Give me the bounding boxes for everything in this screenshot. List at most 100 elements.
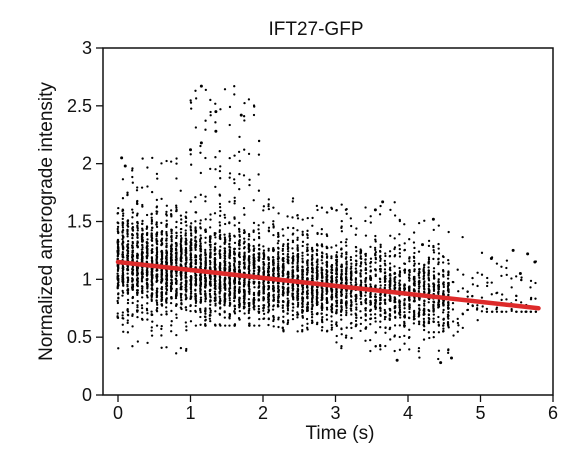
data-point [520, 310, 523, 313]
data-point [175, 262, 178, 265]
data-point [228, 317, 231, 320]
data-point [145, 274, 149, 277]
data-point [219, 306, 222, 309]
data-point [141, 239, 144, 243]
data-point [335, 292, 338, 295]
data-point [384, 283, 387, 287]
data-point [224, 222, 227, 226]
data-point [253, 286, 256, 289]
data-point [407, 316, 411, 319]
data-point [203, 274, 207, 277]
data-point [131, 345, 134, 348]
data-point [126, 292, 130, 295]
data-point [228, 299, 231, 302]
data-point [136, 289, 139, 292]
data-point [204, 259, 207, 262]
data-point [199, 144, 202, 148]
data-point [398, 284, 401, 287]
data-point [437, 323, 441, 326]
data-point [340, 226, 343, 230]
data-point [131, 208, 134, 211]
data-point [204, 266, 207, 269]
data-point [180, 303, 183, 306]
data-point [398, 244, 401, 247]
data-point [131, 251, 134, 254]
data-point [413, 317, 416, 321]
data-point [437, 242, 440, 246]
data-point [253, 260, 256, 263]
data-point [350, 273, 353, 276]
data-point [213, 299, 216, 302]
data-point [339, 314, 343, 317]
data-point [150, 234, 153, 237]
data-point [223, 269, 226, 272]
data-point [281, 244, 285, 248]
data-point [194, 242, 197, 246]
data-point [214, 263, 217, 267]
data-point [379, 254, 382, 258]
data-point [145, 268, 149, 272]
data-point [189, 153, 192, 156]
data-point [393, 237, 396, 240]
data-point [199, 234, 202, 237]
data-point [291, 252, 295, 255]
data-point [262, 304, 266, 307]
data-point [140, 280, 144, 283]
data-point [190, 258, 193, 262]
data-point [121, 226, 125, 229]
data-point [345, 281, 348, 285]
data-point [141, 205, 144, 208]
data-point [384, 264, 387, 267]
data-point [423, 313, 426, 316]
data-point [121, 253, 124, 256]
data-point [330, 328, 333, 331]
data-point [252, 281, 255, 285]
data-point [175, 248, 178, 252]
data-point [131, 287, 134, 290]
data-point [209, 248, 212, 251]
data-point [267, 287, 270, 291]
data-point [247, 265, 251, 269]
data-point [242, 258, 246, 262]
data-point [456, 317, 459, 320]
data-point [373, 246, 377, 250]
data-point [282, 262, 285, 265]
data-point [403, 223, 406, 226]
data-point [340, 327, 343, 330]
data-point [432, 282, 435, 286]
data-point [189, 101, 193, 104]
data-point [136, 229, 139, 232]
data-point [408, 311, 411, 314]
data-point [432, 244, 435, 248]
data-point [277, 212, 280, 215]
data-point [203, 290, 207, 293]
data-point [233, 196, 236, 199]
data-point [374, 250, 378, 254]
data-point [199, 296, 203, 299]
data-point [501, 293, 504, 296]
data-point [252, 104, 256, 107]
data-point [384, 275, 387, 278]
data-point [422, 328, 426, 332]
data-point [170, 309, 173, 313]
data-point [374, 284, 377, 287]
data-point [412, 259, 416, 263]
data-point [364, 299, 367, 302]
data-point [219, 233, 222, 237]
data-point [277, 256, 280, 260]
data-point [355, 308, 358, 311]
data-point [135, 189, 139, 192]
data-point [427, 316, 430, 320]
data-point [257, 293, 261, 297]
data-point [355, 227, 358, 230]
data-point [457, 290, 460, 293]
data-point [345, 244, 348, 247]
data-point [437, 247, 440, 250]
data-point [228, 293, 231, 296]
data-point [461, 235, 464, 239]
data-point [141, 251, 144, 254]
data-point [442, 304, 445, 307]
data-point [447, 317, 450, 320]
data-point [243, 148, 246, 151]
data-point [204, 315, 207, 319]
